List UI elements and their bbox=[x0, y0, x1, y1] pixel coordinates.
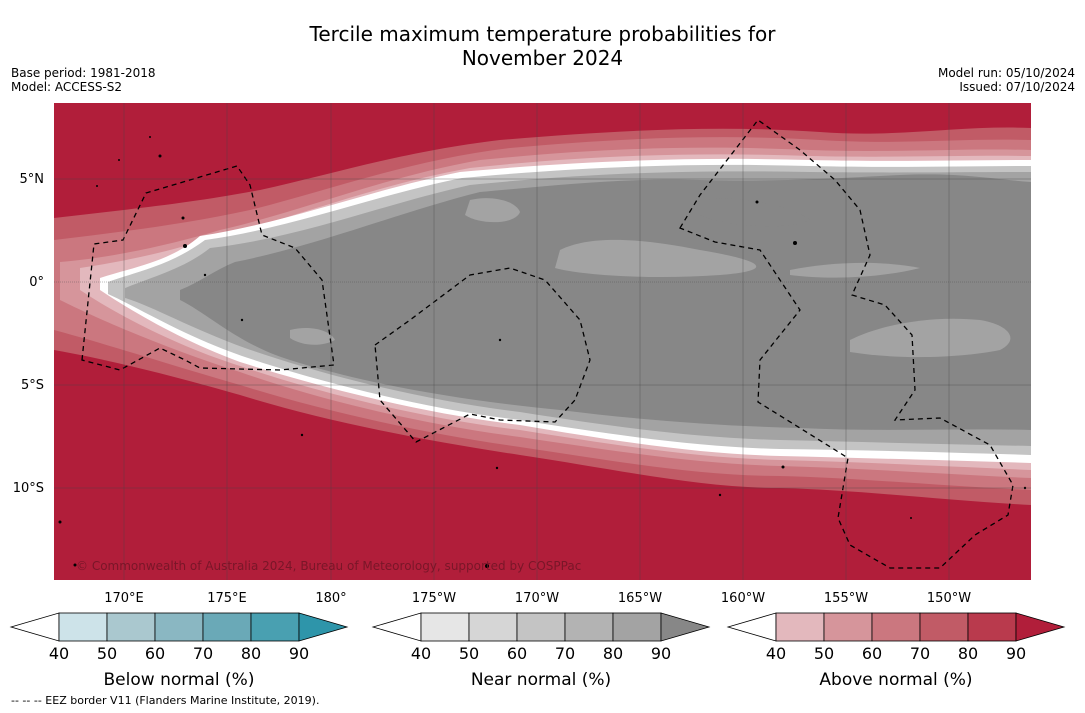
islands bbox=[58, 136, 1027, 568]
graticule bbox=[54, 103, 1031, 580]
colorbar-label: Near normal (%) bbox=[471, 670, 611, 690]
colorbar-segment bbox=[420, 612, 470, 642]
colorbar-min-extend bbox=[726, 612, 777, 642]
colorbar-segment bbox=[919, 612, 969, 642]
colorbar-tick-label: 40 bbox=[411, 644, 431, 663]
model-name: Model: ACCESS-S2 bbox=[11, 80, 123, 94]
colorbar-1: 40 50 60 70 80 90 Near normal (%) bbox=[371, 612, 711, 690]
near-normal-patch bbox=[555, 239, 757, 278]
colorbar-tick-label: 60 bbox=[862, 644, 882, 663]
colorbar-label: Above normal (%) bbox=[819, 670, 972, 690]
colorbar-segment bbox=[967, 612, 1017, 642]
lon-label: 170°E bbox=[104, 591, 144, 606]
colorbar-tick-label: 60 bbox=[507, 644, 527, 663]
colorbar-tick-label: 80 bbox=[958, 644, 978, 663]
eez-border bbox=[374, 267, 591, 443]
colorbar-tick-label: 40 bbox=[49, 644, 69, 663]
colorbar-tick-label: 90 bbox=[651, 644, 671, 663]
eez-footnote: -- -- -- EEZ border V11 (Flanders Marine… bbox=[11, 694, 320, 707]
colorbar-segment bbox=[516, 612, 566, 642]
lat-label: 5°N bbox=[20, 172, 45, 187]
lat-labels: 5°N 0° 5°S 10°S bbox=[13, 172, 44, 496]
colorbar-tick-label: 90 bbox=[1006, 644, 1026, 663]
lon-label: 175°E bbox=[207, 591, 247, 606]
near-normal-strong-region bbox=[180, 174, 1031, 430]
colorbar-segment bbox=[250, 612, 300, 642]
near-normal-patch bbox=[700, 198, 810, 227]
colorbar-2: 40 50 60 70 80 90 Above normal (%) bbox=[726, 612, 1066, 690]
model-run-date: Model run: 05/10/2024 bbox=[937, 66, 1075, 80]
chart-title-line2: November 2024 bbox=[461, 46, 624, 70]
lon-label: 175°W bbox=[412, 591, 456, 606]
colorbar-tick-label: 40 bbox=[766, 644, 786, 663]
lat-label: 5°S bbox=[21, 378, 44, 393]
lon-label: 165°W bbox=[618, 591, 662, 606]
map-field bbox=[54, 103, 1031, 580]
issued-date: Issued: 07/10/2024 bbox=[959, 80, 1075, 94]
lon-label: 170°W bbox=[515, 591, 559, 606]
lat-label: 10°S bbox=[13, 481, 44, 496]
near-normal-patch bbox=[850, 318, 1011, 358]
lon-label: 160°W bbox=[721, 591, 765, 606]
eez-borders bbox=[81, 119, 1014, 569]
colorbar-max-extend bbox=[660, 612, 711, 642]
colorbar-max-extend bbox=[298, 612, 349, 642]
lon-labels: 170°E 175°E 180° 175°W 170°W 165°W 160°W… bbox=[104, 591, 971, 606]
eez-border bbox=[81, 165, 335, 371]
colorbar-segment bbox=[612, 612, 662, 642]
probability-map: © Commonwealth of Australia 2024, Bureau… bbox=[13, 103, 1031, 606]
lat-label: 0° bbox=[29, 275, 44, 290]
colorbar-segment bbox=[202, 612, 252, 642]
colorbar-max-extend bbox=[1015, 612, 1066, 642]
colorbar-tick-label: 50 bbox=[814, 644, 834, 663]
colorbar-segment bbox=[468, 612, 518, 642]
colorbar-tick-label: 70 bbox=[555, 644, 575, 663]
lon-label: 180° bbox=[315, 591, 346, 606]
base-period: Base period: 1981-2018 bbox=[11, 66, 156, 80]
colorbar-segment bbox=[871, 612, 921, 642]
colorbar-0: 40 50 60 70 80 90 Below normal (%) bbox=[9, 612, 349, 690]
copyright-notice: © Commonwealth of Australia 2024, Bureau… bbox=[76, 559, 581, 573]
lon-label: 150°W bbox=[927, 591, 971, 606]
colorbar-segment bbox=[823, 612, 873, 642]
chart-title-line1: Tercile maximum temperature probabilitie… bbox=[309, 22, 776, 46]
colorbar-min-extend bbox=[9, 612, 60, 642]
colorbar-segment bbox=[775, 612, 825, 642]
colorbar-tick-label: 70 bbox=[910, 644, 930, 663]
colorbar-segment bbox=[58, 612, 108, 642]
colorbar-segment bbox=[564, 612, 614, 642]
colorbar-min-extend bbox=[371, 612, 422, 642]
colorbar-segment bbox=[154, 612, 204, 642]
colorbar-tick-label: 80 bbox=[241, 644, 261, 663]
colorbar-tick-label: 70 bbox=[193, 644, 213, 663]
colorbar-label: Below normal (%) bbox=[104, 670, 255, 690]
colorbar-tick-label: 90 bbox=[289, 644, 309, 663]
colorbar-tick-label: 60 bbox=[145, 644, 165, 663]
colorbar-tick-label: 50 bbox=[97, 644, 117, 663]
near-normal-patch bbox=[465, 198, 520, 223]
colorbar-tick-label: 80 bbox=[603, 644, 623, 663]
near-normal-patch bbox=[290, 328, 335, 345]
colorbar-segment bbox=[106, 612, 156, 642]
lon-label: 155°W bbox=[824, 591, 868, 606]
near-normal-patch bbox=[790, 262, 920, 278]
colorbar-tick-label: 50 bbox=[459, 644, 479, 663]
